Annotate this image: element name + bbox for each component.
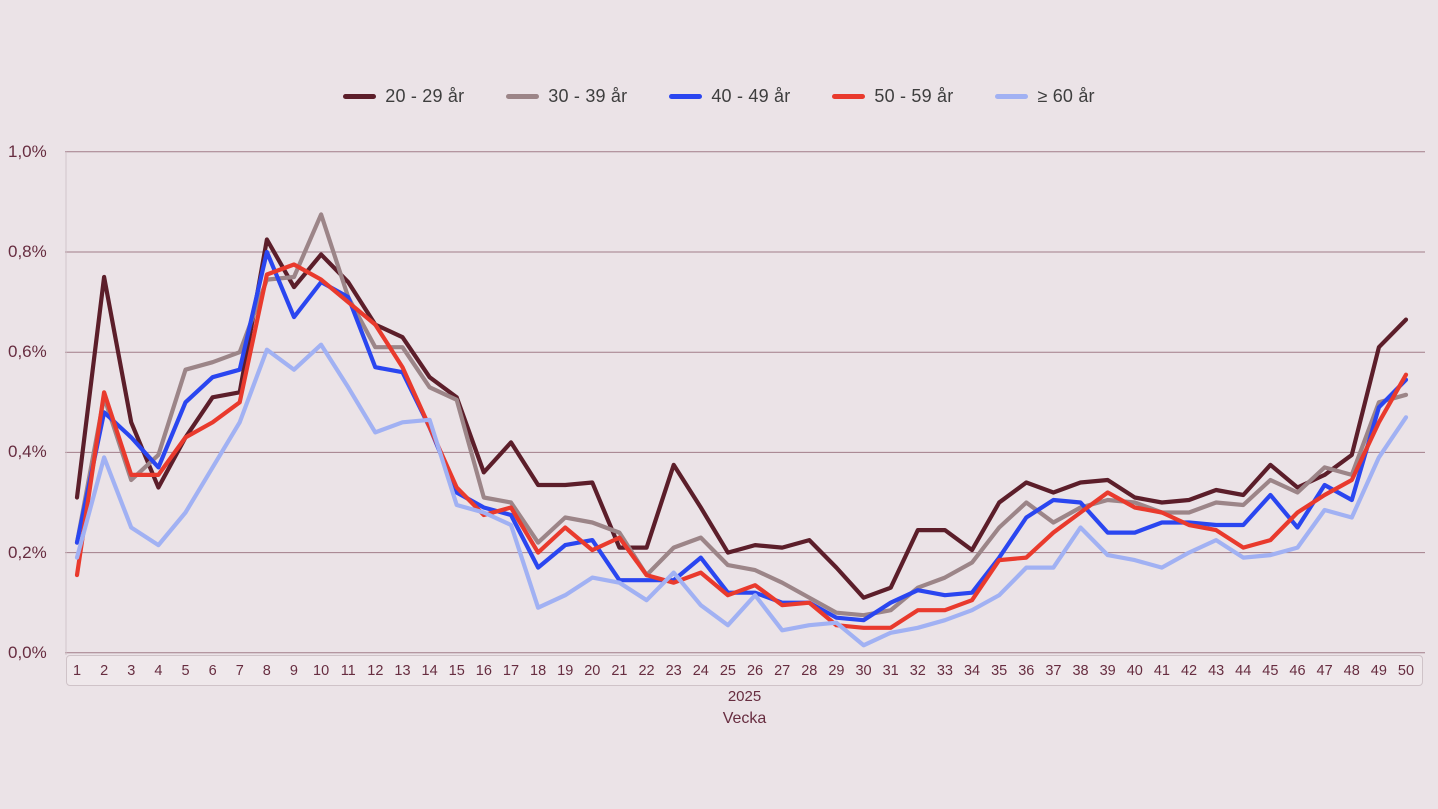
legend-swatch (669, 94, 703, 99)
series-line-3 (74, 262, 1409, 630)
x-tick-label: 15 (448, 663, 465, 679)
x-tick-label: 20 (584, 663, 601, 679)
x-tick-label: 23 (665, 663, 682, 679)
x-tick-label: 4 (154, 663, 163, 679)
x-tick-label: 44 (1235, 663, 1252, 679)
x-tick-label: 11 (340, 663, 356, 679)
x-tick-label: 31 (882, 663, 899, 679)
legend-item-3[interactable]: 50 - 59 år (832, 86, 953, 107)
x-tick-label: 33 (936, 663, 953, 679)
x-axis-title: Vecka (722, 710, 767, 727)
legend-label: 50 - 59 år (874, 86, 954, 106)
x-tick-label: 12 (367, 663, 384, 679)
x-tick-label: 8 (262, 663, 271, 679)
x-tick-label: 32 (909, 663, 926, 679)
x-tick-label: 46 (1289, 663, 1306, 679)
x-tick-label: 27 (774, 663, 791, 679)
x-tick-label: 50 (1397, 663, 1415, 679)
x-tick-label: 48 (1343, 663, 1360, 679)
legend-item-2[interactable]: 40 - 49 år (669, 86, 790, 107)
legend-swatch (995, 94, 1029, 99)
y-tick-label: 0,6% (8, 342, 47, 362)
x-tick-label: 13 (394, 663, 411, 679)
y-tick-label: 1,0% (8, 141, 47, 161)
legend-swatch (832, 94, 866, 99)
x-tick-label: 49 (1370, 663, 1387, 679)
x-axis-box (66, 655, 1423, 686)
x-axis-year-label: 2025 (727, 688, 762, 705)
x-tick-label: 34 (963, 663, 981, 679)
x-tick-label: 17 (502, 663, 520, 679)
x-tick-label: 7 (235, 663, 244, 679)
x-tick-label: 1 (72, 663, 82, 679)
legend-label: ≥ 60 år (1037, 86, 1095, 106)
legend-label: 30 - 39 år (548, 86, 628, 106)
legend-label: 20 - 29 år (385, 86, 465, 106)
x-tick-label: 43 (1208, 663, 1225, 679)
x-tick-label: 41 (1153, 663, 1170, 679)
x-tick-label: 28 (801, 663, 818, 679)
x-tick-label: 16 (475, 663, 492, 679)
x-tick-label: 38 (1072, 663, 1089, 679)
x-tick-label: 25 (719, 663, 737, 679)
x-tick-label: 42 (1180, 663, 1198, 679)
legend-item-0[interactable]: 20 - 29 år (343, 86, 464, 107)
x-tick-label: 14 (421, 663, 438, 679)
x-tick-label: 39 (1099, 663, 1116, 679)
y-tick-label: 0,8% (8, 242, 47, 261)
legend: 20 - 29 år 30 - 39 år 40 - 49 år 50 - 59 år… (0, 86, 1438, 107)
x-tick-label: 40 (1126, 663, 1143, 679)
x-tick-label: 22 (638, 663, 655, 679)
y-tick-label: 0,0% (8, 642, 47, 662)
x-tick-label: 29 (828, 663, 845, 679)
y-tick-label: 0,2% (8, 542, 47, 562)
legend-swatch (343, 94, 377, 99)
x-tick-label: 47 (1316, 663, 1333, 679)
x-tick-label: 26 (746, 663, 764, 679)
x-tick-label: 35 (991, 663, 1008, 679)
x-tick-label: 9 (289, 663, 299, 679)
x-tick-label: 24 (692, 663, 709, 679)
legend-item-4[interactable]: ≥ 60 år (995, 86, 1095, 107)
x-tick-label: 3 (127, 663, 136, 679)
series-line-0 (74, 237, 1409, 600)
x-tick-label: 21 (611, 663, 628, 679)
x-tick-label: 36 (1018, 663, 1035, 679)
series-line-4 (74, 342, 1409, 648)
x-tick-label: 5 (181, 663, 190, 679)
x-tick-label: 45 (1262, 663, 1279, 679)
x-tick-label: 10 (313, 663, 330, 679)
y-tick-label: 0,4% (8, 442, 47, 462)
x-tick-label: 6 (208, 663, 217, 679)
legend-label: 40 - 49 år (711, 86, 791, 106)
x-tick-label: 30 (855, 663, 872, 679)
x-tick-label: 18 (530, 663, 547, 679)
legend-swatch (506, 94, 540, 99)
x-tick-label: 37 (1045, 663, 1062, 679)
x-tick-label: 2 (100, 663, 109, 679)
x-tick-label: 19 (557, 663, 574, 679)
legend-item-1[interactable]: 30 - 39 år (506, 86, 627, 107)
series-line-2 (74, 249, 1409, 623)
